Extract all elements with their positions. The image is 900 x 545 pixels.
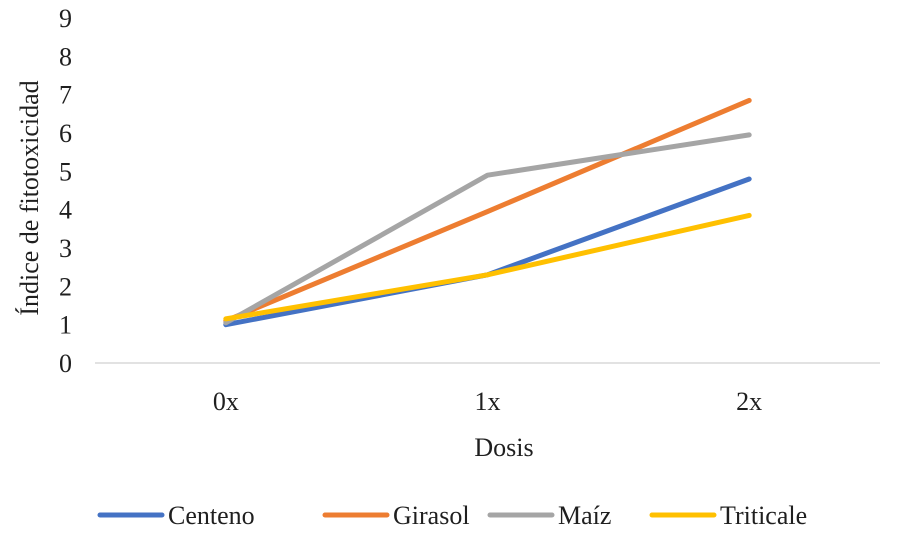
- y-tick-label: 8: [59, 42, 72, 71]
- series-line: [223, 132, 752, 326]
- series-line: [223, 97, 752, 324]
- y-tick-labels: 0 1 2 3 4 5 6 7 8 9: [59, 4, 72, 378]
- series-lines: [223, 97, 752, 328]
- legend-label: Centeno: [168, 501, 255, 530]
- legend-label: Maíz: [558, 501, 611, 530]
- x-tick-label: 1x: [475, 387, 501, 416]
- y-tick-label: 6: [59, 119, 72, 148]
- series-line: [223, 212, 752, 322]
- legend-label: Girasol: [393, 501, 470, 530]
- x-tick-label: 2x: [736, 387, 762, 416]
- y-tick-label: 4: [59, 196, 72, 225]
- series-line: [223, 176, 752, 328]
- y-axis-label: Índice de fitotoxicidad: [15, 80, 44, 315]
- y-tick-label: 5: [59, 157, 72, 186]
- y-tick-label: 9: [59, 4, 72, 33]
- x-axis-label: Dosis: [474, 433, 533, 462]
- y-tick-label: 7: [59, 81, 72, 110]
- x-tick-labels: 0x 1x 2x: [213, 387, 762, 416]
- legend-label: Triticale: [720, 501, 807, 530]
- y-tick-label: 2: [59, 272, 72, 301]
- legend: Centeno Girasol Maíz Triticale: [97, 501, 807, 530]
- y-tick-label: 1: [59, 311, 72, 340]
- y-tick-label: 0: [59, 349, 72, 378]
- x-tick-label: 0x: [213, 387, 239, 416]
- y-tick-label: 3: [59, 234, 72, 263]
